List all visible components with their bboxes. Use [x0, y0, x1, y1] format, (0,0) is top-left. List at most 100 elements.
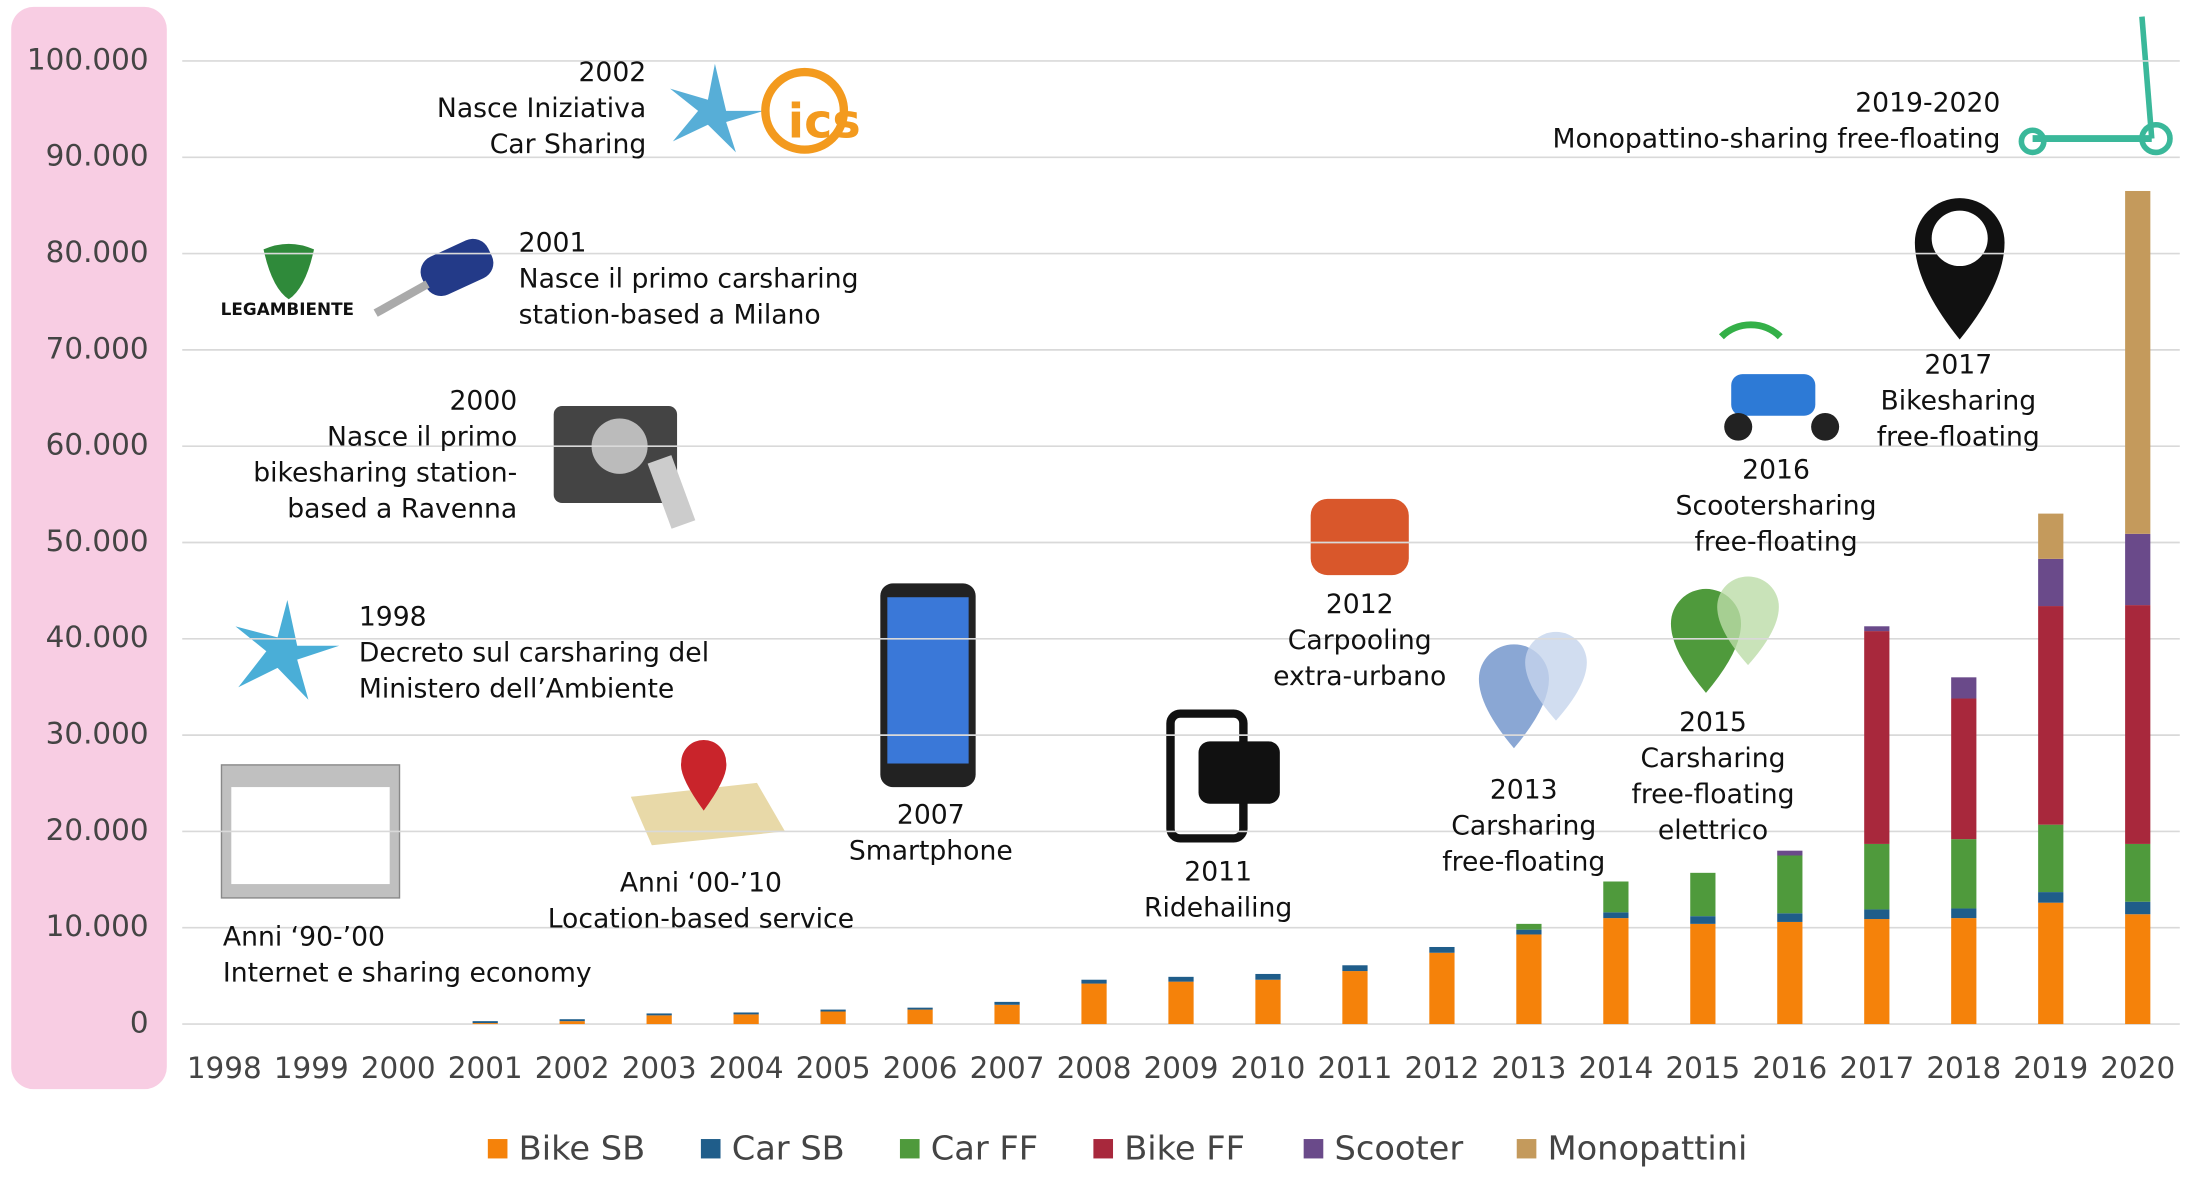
y-tick-label: 80.000 [46, 235, 149, 269]
y-tick-label: 90.000 [46, 139, 149, 173]
bar-segment [820, 1009, 846, 1012]
bar-segment [1864, 626, 1890, 632]
bar-segment [1342, 971, 1368, 1025]
y-tick-label: 40.000 [46, 620, 149, 654]
annotation-text: 2012 [1326, 589, 1394, 620]
x-tick-label: 2002 [535, 1051, 610, 1085]
legend-label: Bike FF [1124, 1129, 1245, 1168]
x-tick-label: 2013 [1491, 1051, 1566, 1085]
bar-segment [1168, 981, 1194, 1025]
bar-segment [1864, 631, 1890, 844]
x-tick-label: 2007 [970, 1051, 1045, 1085]
bar-segment [1429, 952, 1455, 1025]
x-tick-label: 2019 [2013, 1051, 2088, 1085]
annotation-text: 2011 [1184, 857, 1252, 888]
bar-segment [1603, 881, 1629, 913]
bar-segment [820, 1011, 846, 1025]
annotation-text: 2013 [1490, 775, 1558, 806]
annotation-text: Nasce Iniziativa [437, 93, 646, 124]
annotation-text: Smartphone [849, 836, 1013, 867]
x-tick-label: 2017 [1839, 1051, 1914, 1085]
y-tick-label: 10.000 [46, 909, 149, 943]
x-tick-label: 2000 [361, 1051, 436, 1085]
annotation-text: station-based a Milano [519, 300, 821, 331]
bar-segment [1081, 979, 1107, 984]
annotation-text: free-floating [1695, 527, 1858, 558]
annotation-text: elettrico [1658, 815, 1768, 846]
annotation-text: Nasce il primo carsharing [519, 264, 859, 295]
y-tick-label: 20.000 [46, 813, 149, 847]
y-tick-label: 60.000 [46, 428, 149, 462]
bar-segment [1951, 839, 1977, 909]
logo-text: LEGAMBIENTE [221, 299, 354, 319]
x-tick-label: 2014 [1578, 1051, 1653, 1085]
bar-segment [1951, 698, 1977, 840]
x-tick-label: 2016 [1752, 1051, 1827, 1085]
annotation-text: bikesharing station- [253, 458, 517, 489]
bar-segment [2038, 606, 2064, 825]
bar-segment [1951, 908, 1977, 919]
x-tick-label: 2003 [622, 1051, 697, 1085]
annotation-text: 2016 [1742, 455, 1810, 486]
x-tick-label: 2012 [1404, 1051, 1479, 1085]
bar-segment [1342, 965, 1368, 972]
bar-segment [1951, 918, 1977, 1025]
bar-segment [559, 1019, 585, 1022]
bar-segment [1777, 855, 1803, 914]
annotation-text: Carpooling [1288, 625, 1432, 656]
bar-segment [646, 1013, 672, 1016]
bar-segment [733, 1012, 759, 1015]
bar-segment [994, 1001, 1020, 1005]
annotation-text: Scootersharing [1676, 491, 1877, 522]
annotation-text: Decreto sul carsharing del [359, 638, 709, 669]
bar-segment [559, 1021, 585, 1025]
legend-swatch [700, 1139, 721, 1159]
legend-label: Car SB [732, 1129, 845, 1168]
annotation-text: Carsharing [1451, 811, 1596, 842]
bar-segment [1516, 934, 1542, 1025]
annotation-text: free-floating [1631, 779, 1794, 810]
annotation-text: 2007 [897, 800, 965, 831]
bar-segment [1255, 973, 1281, 980]
bar-segment [994, 1004, 1020, 1025]
x-tick-label: 2005 [796, 1051, 871, 1085]
axis-band [11, 6, 167, 1090]
annotation-text: Monopattino-sharing free-floating [1552, 124, 2000, 155]
legend-swatch [487, 1139, 508, 1159]
bar-segment [1081, 983, 1107, 1025]
x-tick-label: 1998 [187, 1051, 262, 1085]
bar-segment [1777, 921, 1803, 1025]
legend-label: Monopattini [1548, 1129, 1748, 1168]
bar-segment [646, 1015, 672, 1025]
bar-segment [1516, 929, 1542, 935]
bar-segment [1690, 923, 1716, 1025]
annotation-text: 1998 [359, 602, 427, 633]
bar-segment [1603, 918, 1629, 1025]
annotation-text: Ministero dell’Ambiente [359, 674, 674, 705]
bar-segment [733, 1014, 759, 1025]
legend-label: Car FF [931, 1129, 1038, 1168]
x-tick-label: 2008 [1057, 1051, 1132, 1085]
legend-swatch [1516, 1139, 1537, 1159]
legend-swatch [899, 1139, 920, 1159]
bar-segment [1864, 919, 1890, 1025]
legend-label: Scooter [1335, 1129, 1464, 1168]
bar-segment [2038, 824, 2064, 893]
y-tick-label: 0 [130, 1006, 149, 1040]
annotation-text: 2002 [578, 57, 646, 88]
bar-segment [1951, 677, 1977, 699]
bar-segment [1777, 913, 1803, 922]
bar-segment [2125, 914, 2151, 1025]
bar-segment [1864, 843, 1890, 910]
x-tick-label: 2020 [2100, 1051, 2175, 1085]
bar-segment [2038, 902, 2064, 1025]
x-tick-label: 1999 [274, 1051, 349, 1085]
legend-label: Bike SB [519, 1129, 646, 1168]
logo-text: ics [788, 95, 861, 150]
bar-segment [1255, 979, 1281, 1025]
bar-segment [907, 1007, 933, 1010]
annotation-text: Ridehailing [1144, 893, 1292, 924]
bar-segment [2125, 533, 2151, 606]
bar-segment [2038, 892, 2064, 903]
